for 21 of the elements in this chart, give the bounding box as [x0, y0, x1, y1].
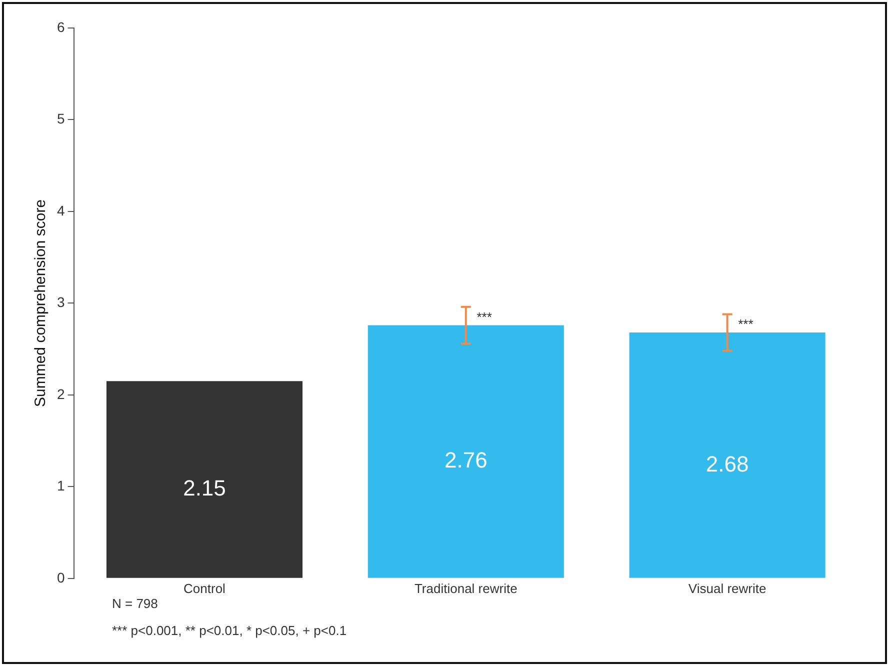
y-tick-label: 2	[56, 386, 65, 402]
y-tick-label: 5	[56, 110, 65, 127]
text: N = 798	[112, 596, 159, 611]
annotation: ***	[476, 309, 492, 324]
y-tick-label: 1	[56, 478, 65, 494]
bar	[629, 332, 826, 578]
x-tick-label: Visual rewrite	[688, 580, 766, 596]
y-tick-label: 6	[56, 18, 65, 35]
data-label: 2.15	[183, 476, 226, 501]
bar	[106, 381, 303, 578]
y-tick-label: 4	[56, 202, 65, 218]
bar	[368, 325, 564, 578]
x-tick-label: Control	[184, 580, 226, 596]
y-tick-label: 3	[56, 294, 65, 310]
x-tick-label: Traditional rewrite	[414, 580, 518, 596]
y-tick-label: 0	[56, 569, 65, 586]
text: *** p<0.001, ** p<0.01, * p<0.05, + p<0.1	[112, 623, 347, 638]
y-axis-title: Summed comprehension score	[32, 199, 50, 408]
annotation: ***	[738, 316, 754, 332]
data-label: 2.68	[706, 451, 749, 476]
data-label: 2.76	[444, 448, 488, 473]
